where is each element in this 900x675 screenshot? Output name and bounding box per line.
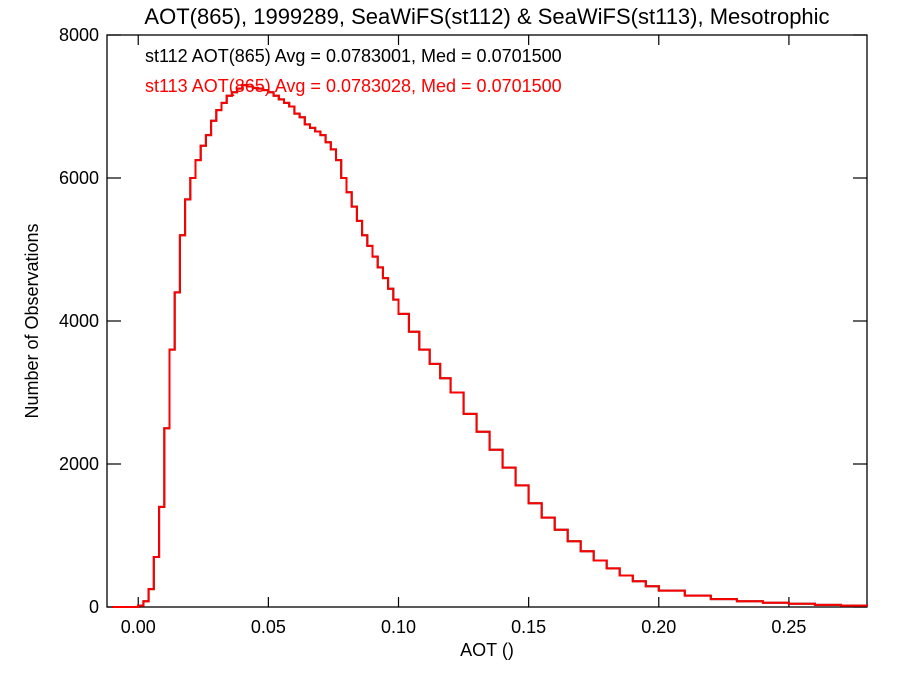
series-layer <box>112 84 868 608</box>
x-tick-label: 0.20 <box>641 617 676 637</box>
x-tick-label: 0.25 <box>771 617 806 637</box>
x-tick-label: 0.00 <box>121 617 156 637</box>
legend-st113-stats: st113 AOT(865) Avg = 0.0783028, Med = 0.… <box>145 76 562 96</box>
plot-frame <box>106 34 868 608</box>
y-tick-label: 2000 <box>59 454 99 474</box>
chart-title: AOT(865), 1999289, SeaWiFS(st112) & SeaW… <box>144 4 829 29</box>
y-axis-title: Number of Observations <box>22 223 42 418</box>
series-st113-histogram <box>112 84 868 608</box>
x-tick-label: 0.15 <box>511 617 546 637</box>
x-axis-title: AOT () <box>460 640 514 660</box>
y-tick-label: 0 <box>89 597 99 617</box>
x-tick-label: 0.05 <box>251 617 286 637</box>
axis-ticks: 0.00 0.05 0.10 0.15 0.20 0.25 0 2000 4000 6000 800… <box>59 25 867 637</box>
y-tick-label: 8000 <box>59 25 99 45</box>
y-tick-label: 6000 <box>59 168 99 188</box>
x-tick-label: 0.10 <box>381 617 416 637</box>
legend-st112-stats: st112 AOT(865) Avg = 0.0783001, Med = 0.… <box>145 46 562 66</box>
y-tick-label: 4000 <box>59 311 99 331</box>
series-st112-histogram <box>112 84 868 608</box>
